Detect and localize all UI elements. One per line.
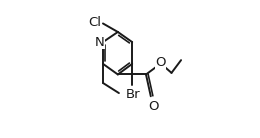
Text: Cl: Cl	[88, 16, 101, 29]
Text: N: N	[95, 36, 105, 49]
Text: Cl: Cl	[126, 89, 139, 102]
Text: O: O	[149, 100, 159, 113]
Text: Br: Br	[126, 88, 140, 101]
Text: O: O	[155, 56, 166, 69]
